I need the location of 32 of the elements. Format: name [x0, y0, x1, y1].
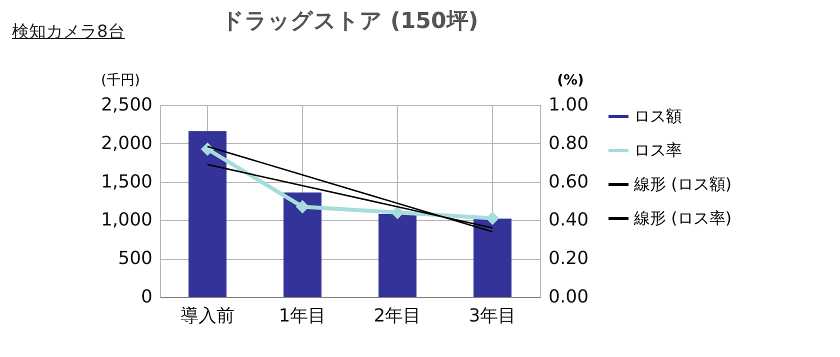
- legend-label: ロス額: [634, 106, 682, 126]
- legend-label: 線形 (ロス率): [633, 208, 732, 228]
- x-tick-label: 3年目: [468, 306, 516, 326]
- point: [200, 142, 214, 156]
- bar: [284, 192, 322, 297]
- bar: [378, 214, 416, 297]
- bar: [474, 218, 512, 297]
- point: [486, 212, 500, 225]
- x-tick-label: 2年目: [374, 306, 422, 326]
- text: 検知カメラ8台: [12, 21, 125, 43]
- y2-tick-label: 0.80: [548, 132, 589, 154]
- bar: [188, 131, 226, 297]
- y-tick-label: 500: [118, 248, 152, 270]
- legend-label: ロス率: [634, 140, 682, 160]
- point: [296, 200, 310, 214]
- y-tick-label: 0: [141, 286, 152, 308]
- point: [390, 206, 404, 220]
- y2-tick-label: 0.00: [548, 286, 589, 308]
- x-tick-label: 1年目: [278, 306, 326, 326]
- y2-axis-title: (%): [557, 72, 584, 88]
- y-tick-label: 1,000: [100, 210, 152, 231]
- chart-title: ドラッグストア (150坪): [222, 9, 478, 34]
- y2-tick-label: 0.60: [548, 171, 589, 192]
- y-tick-label: 1,500: [100, 171, 152, 192]
- legend-label: 線形 (ロス額): [633, 174, 732, 194]
- y-tick-label: 2,500: [100, 94, 152, 116]
- y2-tick-label: 0.20: [548, 248, 589, 270]
- y-axis-title: (千円): [101, 72, 140, 88]
- y2-tick-label: 0.40: [548, 210, 589, 231]
- x-tick-label: 導入前: [180, 306, 234, 326]
- y2-tick-label: 1.00: [548, 94, 589, 116]
- y-tick-label: 2,000: [100, 132, 152, 154]
